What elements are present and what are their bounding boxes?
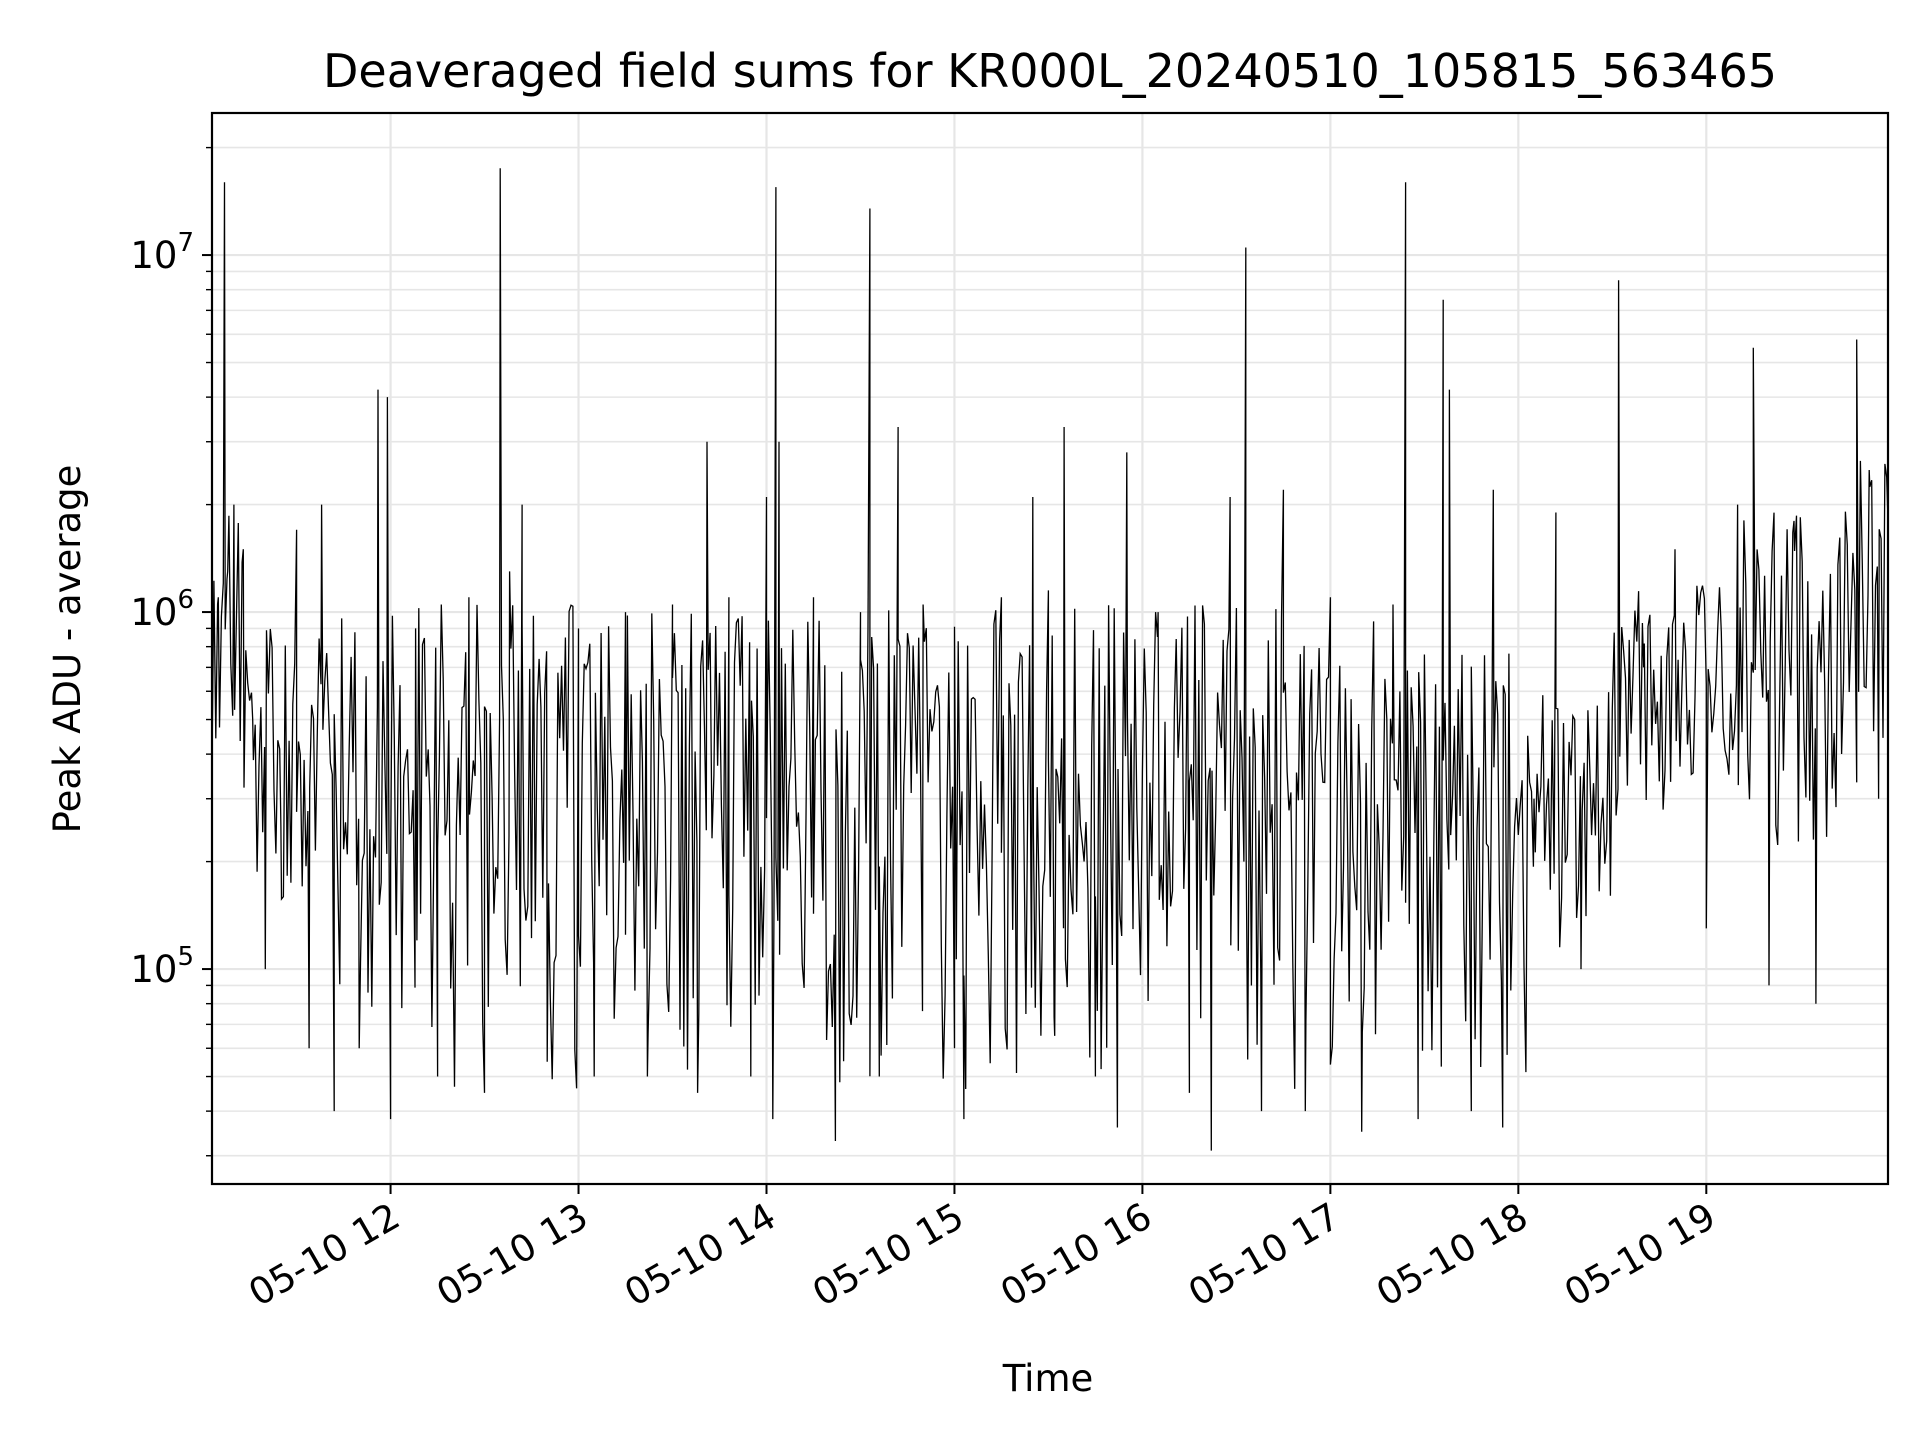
x-axis-label: Time (1002, 1357, 1094, 1400)
y-axis-label: Peak ADU - average (46, 465, 89, 834)
y-tick-label: 105 (130, 942, 194, 991)
series-line (211, 168, 1889, 1151)
y-tick-label-exponent: 7 (177, 228, 194, 258)
y-tick-label-base: 10 (130, 948, 177, 991)
y-tick-label-base: 10 (130, 234, 177, 277)
y-tick-label-exponent: 5 (177, 942, 194, 972)
y-tick-label-base: 10 (130, 591, 177, 634)
plot-frame (210, 111, 1890, 1186)
series-layer (211, 168, 1889, 1151)
chart-title: Deaveraged field sums for KR000L_2024051… (323, 44, 1777, 98)
y-tick-label: 107 (130, 228, 194, 277)
y-tick-label: 106 (130, 585, 194, 634)
y-tick-label-exponent: 6 (177, 585, 194, 615)
